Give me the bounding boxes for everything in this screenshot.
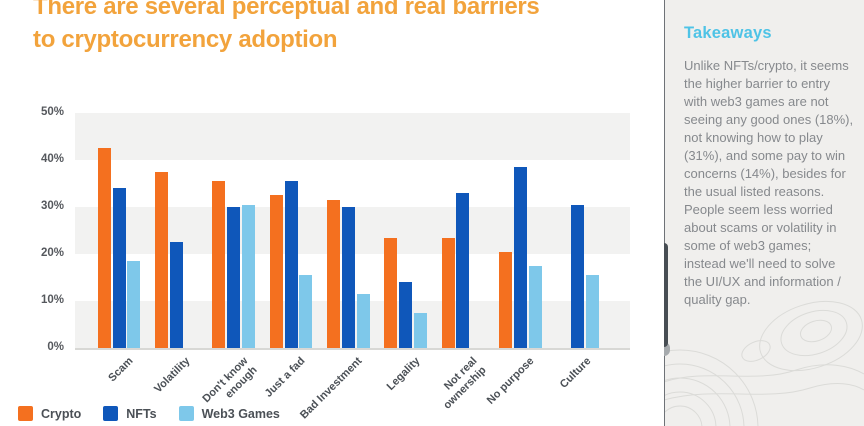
bar-web3-games-9[interactable]	[585, 275, 599, 348]
legend-item-web3-games[interactable]: Web3 Games	[178, 406, 280, 421]
bar-crypto-8[interactable]	[498, 251, 512, 348]
legend-label: Crypto	[41, 406, 82, 421]
legend-label: Web3 Games	[201, 406, 280, 421]
legend-label: NFTs	[126, 406, 157, 421]
x-axis-line	[75, 347, 630, 350]
bar-web3-games-4[interactable]	[299, 275, 313, 348]
legend-swatch	[178, 406, 194, 421]
bar-nfts-2[interactable]	[169, 242, 183, 348]
takeaways-body: Unlike NFTs/crypto, it seems the higher …	[684, 58, 854, 307]
bar-web3-games-8[interactable]	[528, 265, 542, 348]
bar-web3-games-6[interactable]	[413, 312, 427, 348]
bar-crypto-6[interactable]	[384, 237, 398, 348]
bar-web3-games-1[interactable]	[127, 261, 141, 348]
grid-band	[75, 113, 630, 160]
y-axis-label: 50%	[40, 106, 64, 118]
bar-nfts-8[interactable]	[513, 167, 527, 348]
bar-web3-games-3[interactable]	[242, 204, 255, 348]
x-axis-label: Bad Investment	[298, 355, 365, 422]
legend-item-crypto[interactable]: Crypto	[18, 406, 81, 421]
bar-nfts-3[interactable]	[227, 207, 241, 348]
bar-crypto-2[interactable]	[155, 171, 169, 348]
y-axis-label: 40%	[40, 153, 64, 165]
x-axis-label: Volatility	[152, 355, 193, 396]
x-axis-label: Legality	[384, 355, 422, 393]
y-axis-label: 0%	[47, 341, 64, 353]
bar-nfts-7[interactable]	[456, 192, 470, 348]
x-axis-label: Not real ownership	[441, 355, 489, 412]
bar-crypto-4[interactable]	[269, 195, 283, 348]
bar-nfts-4[interactable]	[284, 181, 298, 348]
chart-panel: There are several perceptual and real ba…	[18, 0, 630, 422]
chart-title-line2: to cryptocurrency adoption	[33, 26, 338, 53]
bar-crypto-5[interactable]	[327, 199, 340, 348]
bar-crypto-1[interactable]	[97, 148, 111, 348]
x-axis-label: No purpose	[484, 355, 537, 407]
legend-swatch	[103, 406, 119, 421]
bar-web3-games-5[interactable]	[356, 293, 370, 348]
bar-nfts-9[interactable]	[571, 204, 584, 348]
bar-nfts-6[interactable]	[399, 282, 413, 348]
bar-crypto-3[interactable]	[212, 181, 226, 348]
bar-nfts-5[interactable]	[341, 207, 355, 348]
chart-title-line1: There are several perceptual and real ba…	[33, 0, 540, 20]
x-axis-label: Just a fad	[262, 355, 308, 400]
contour-lines-decoration	[664, 300, 864, 426]
takeaways-heading: Takeaways	[684, 24, 772, 42]
x-axis-label: Culture	[558, 355, 594, 391]
y-axis-label: 30%	[40, 200, 64, 212]
y-axis-label: 20%	[40, 247, 64, 259]
takeaways-panel: Takeaways Unlike NFTs/crypto, it seems t…	[664, 0, 864, 426]
bar-crypto-7[interactable]	[441, 237, 455, 348]
bar-nfts-1[interactable]	[112, 188, 126, 348]
chart-legend: Crypto NFTs Web3 Games	[18, 406, 302, 421]
x-axis-label: Scam	[106, 355, 136, 385]
scrollbar-end-cap	[664, 342, 670, 356]
chart-title: There are several perceptual and real ba…	[33, 0, 540, 56]
y-axis-label: 10%	[40, 294, 64, 306]
panel-divider-line	[664, 0, 665, 426]
scrollbar-thumb[interactable]	[664, 243, 668, 347]
legend-item-nfts[interactable]: NFTs	[103, 406, 157, 421]
legend-swatch	[18, 406, 33, 421]
bar-chart-plot-area: 0% 10% 20% 30% 40% 50% Scam Volatility Don't kno…	[40, 106, 630, 422]
